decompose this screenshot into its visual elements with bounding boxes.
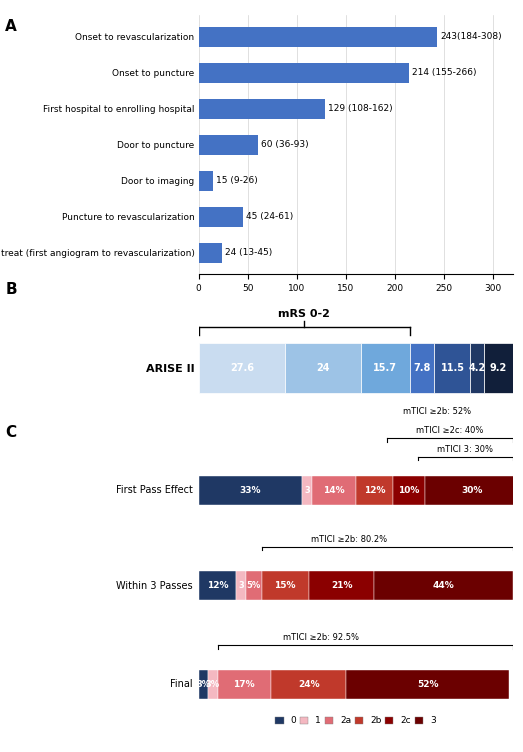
Text: mTICI ≥2c: 40%: mTICI ≥2c: 40% [416, 426, 483, 435]
Text: 9.2: 9.2 [490, 362, 507, 373]
Bar [262, 572, 309, 600]
Bar [199, 135, 257, 155]
Text: 4.2: 4.2 [469, 362, 486, 373]
Text: A: A [5, 19, 17, 34]
Text: 214 (155-266): 214 (155-266) [412, 68, 476, 77]
Bar [286, 343, 361, 393]
Text: 21%: 21% [331, 581, 353, 590]
Bar [199, 670, 208, 699]
Text: 24 (13-45): 24 (13-45) [225, 248, 272, 257]
Text: 11.5: 11.5 [440, 362, 464, 373]
Text: 24: 24 [316, 362, 330, 373]
Text: 3%: 3% [196, 680, 211, 689]
Bar [199, 243, 222, 262]
Text: 3%: 3% [206, 680, 220, 689]
Bar [309, 572, 374, 600]
Text: 33%: 33% [240, 486, 262, 495]
Bar [410, 343, 435, 393]
Text: First Pass Effect: First Pass Effect [116, 485, 192, 496]
Text: 27.6: 27.6 [230, 362, 254, 373]
Text: 24%: 24% [298, 680, 320, 689]
Text: mTICI ≥2b: 92.5%: mTICI ≥2b: 92.5% [283, 633, 359, 642]
Text: 3: 3 [304, 486, 310, 495]
Bar [199, 171, 213, 191]
Bar [199, 99, 325, 119]
Text: 44%: 44% [433, 581, 454, 590]
Text: 30%: 30% [461, 486, 482, 495]
Bar [484, 343, 513, 393]
Bar [312, 476, 356, 505]
Text: Final: Final [170, 679, 192, 690]
Bar [199, 343, 286, 393]
Bar [199, 63, 408, 83]
Legend: 0, 1, 2, 3, 4, 5, 6: 0, 1, 2, 3, 4, 5, 6 [267, 474, 444, 490]
Bar [271, 670, 346, 699]
Text: 10%: 10% [399, 486, 419, 495]
Text: mTICI ≥2b: 52%: mTICI ≥2b: 52% [403, 408, 471, 417]
Text: 5%: 5% [246, 581, 261, 590]
Bar [346, 670, 509, 699]
Text: C: C [5, 425, 16, 440]
Bar [425, 476, 519, 505]
Bar [356, 476, 393, 505]
Text: 243(184-308): 243(184-308) [440, 32, 502, 41]
Text: 14%: 14% [323, 486, 345, 495]
Bar [393, 476, 425, 505]
Bar [199, 476, 302, 505]
Text: B: B [5, 282, 17, 297]
Text: 15.7: 15.7 [373, 362, 397, 373]
Text: 17%: 17% [233, 680, 255, 689]
Text: 12%: 12% [207, 581, 229, 590]
Text: mTICI 3: 30%: mTICI 3: 30% [437, 445, 494, 454]
Bar [236, 572, 246, 600]
Bar [374, 572, 513, 600]
Bar [208, 670, 218, 699]
Bar [435, 343, 471, 393]
Text: mTICI ≥2b: 80.2%: mTICI ≥2b: 80.2% [311, 535, 388, 544]
Text: 15 (9-26): 15 (9-26) [217, 176, 258, 185]
Bar [246, 572, 262, 600]
Bar [302, 476, 312, 505]
Bar [199, 207, 243, 226]
Bar [361, 343, 410, 393]
Legend: 0, 1, 2a, 2b, 2c, 3: 0, 1, 2a, 2b, 2c, 3 [272, 713, 439, 729]
Text: 12%: 12% [363, 486, 385, 495]
Bar [471, 343, 484, 393]
Text: 129 (108-162): 129 (108-162) [328, 105, 393, 114]
Bar [218, 670, 271, 699]
Text: 15%: 15% [274, 581, 296, 590]
Bar [199, 572, 236, 600]
Text: 3: 3 [238, 581, 244, 590]
Text: 45 (24-61): 45 (24-61) [246, 212, 293, 221]
Text: 52%: 52% [417, 680, 439, 689]
Text: 60 (36-93): 60 (36-93) [260, 141, 308, 149]
Text: 7.8: 7.8 [414, 362, 431, 373]
Text: mRS 0-2: mRS 0-2 [278, 309, 330, 320]
Bar [199, 27, 437, 47]
Text: Within 3 Passes: Within 3 Passes [116, 581, 192, 591]
